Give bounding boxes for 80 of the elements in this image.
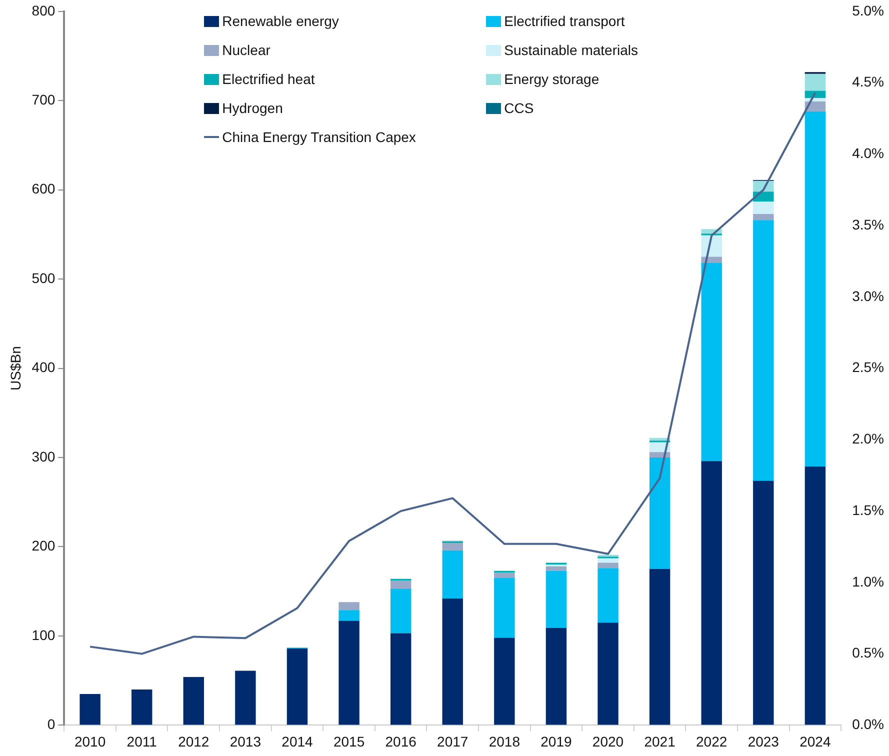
y2-tick-label: 0.5% [852,644,884,661]
bar [546,570,567,628]
x-tick-label: 2021 [644,733,676,750]
bar [804,466,826,725]
x-tick-label: 2017 [437,733,468,750]
bar [598,568,618,623]
bar [546,628,567,725]
bar [183,677,204,725]
bar [286,648,308,725]
y-tick-label: 100 [32,626,56,643]
x-tick-label: 2011 [126,733,158,750]
y2-tick-label: 4.5% [852,74,884,90]
bar [649,569,670,725]
x-tick-label: 2016 [385,733,417,750]
y-tick-label: 700 [32,91,56,108]
bar [494,638,515,725]
y-tick-label: 400 [32,359,56,376]
y-tick-label: 800 [32,2,56,18]
bar [131,690,152,725]
bar [390,633,412,725]
y2-tick-label: 4.0% [852,145,884,162]
bar [753,201,774,214]
y2-tick-label: 1.0% [852,573,884,590]
bar [753,480,774,725]
y2-tick-label: 3.0% [852,288,884,304]
bar [701,263,722,462]
y2-tick-label: 0.0% [852,716,884,732]
x-tick-label: 2018 [488,733,520,750]
legend-label: China Energy Transition Capex [222,129,416,146]
legend-label: Electrified heat [222,71,315,88]
legend-label: Electrified transport [504,13,625,30]
bar [494,572,515,578]
bar [753,220,774,481]
x-tick-label: 2014 [282,733,314,750]
bar [338,620,360,725]
x-tick-label: 2022 [696,733,728,750]
bar [80,694,100,725]
y-tick-label: 200 [32,538,56,554]
x-tick-label: 2023 [748,733,780,750]
legend-label: CCS [504,100,534,116]
y-tick-label: 300 [32,448,56,464]
bar [753,214,774,220]
bar [338,602,360,610]
bar [442,550,463,598]
bar [598,622,618,725]
x-tick-label: 2012 [178,733,210,750]
bar [804,111,826,466]
x-tick-label: 2010 [74,733,106,750]
bar [338,610,360,621]
bar [649,458,670,570]
bar [442,598,463,725]
legend-label: Sustainable materials [504,42,638,58]
bar [598,562,618,568]
bar [546,566,567,571]
bar [598,558,618,563]
legend-label: Nuclear [222,42,270,58]
bar [390,580,412,589]
y2-tick-label: 2.5% [852,359,884,376]
y2-tick-label: 3.5% [852,216,884,232]
x-tick-label: 2020 [592,733,624,750]
legend-label: Energy storage [504,71,600,88]
y-tick-label: 0 [47,716,56,732]
x-tick-label: 2013 [230,733,262,750]
x-tick-label: 2015 [333,733,365,750]
y2-tick-label: 2.0% [852,430,884,447]
bar [494,578,515,638]
y-axis-title: US$Bn [7,346,24,390]
y2-tick-label: 1.5% [852,502,884,518]
bar [701,461,722,725]
x-tick-label: 2019 [540,733,572,750]
bar [804,74,826,91]
bar [390,588,412,634]
x-tick-label: 2024 [800,733,831,750]
bar [235,670,256,725]
y2-tick-label: 5.0% [852,2,884,18]
bar [442,543,463,550]
y-tick-label: 600 [32,180,56,197]
legend-label: Hydrogen [222,100,283,116]
y-tick-label: 500 [32,270,56,286]
legend-label: Renewable energy [222,13,339,30]
